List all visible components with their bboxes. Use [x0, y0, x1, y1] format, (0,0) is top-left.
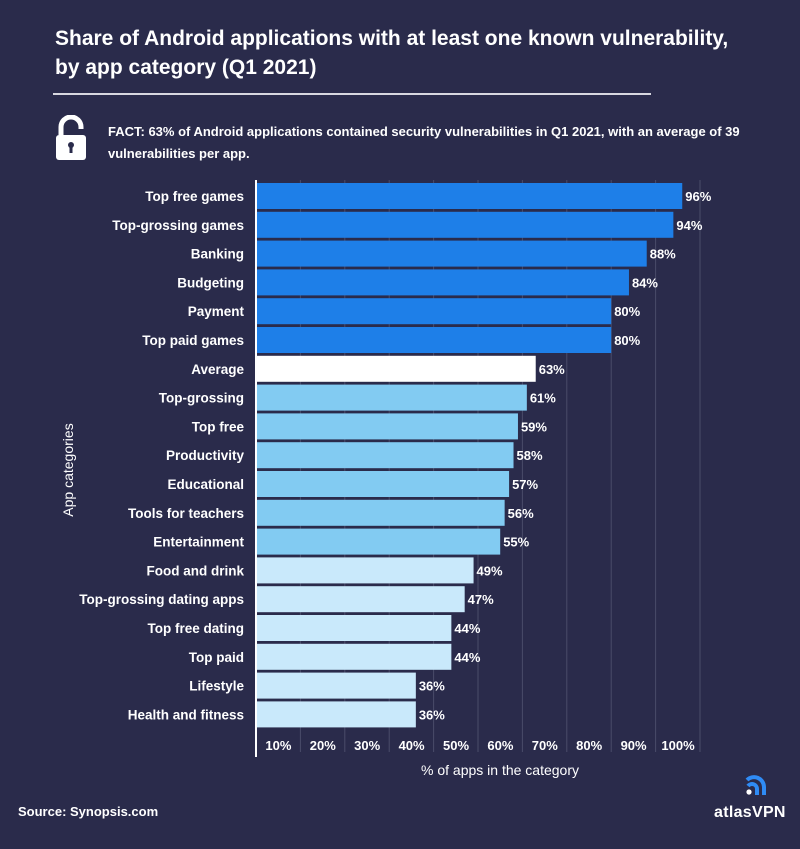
category-label: Tools for teachers — [128, 506, 244, 521]
bar — [256, 672, 416, 699]
bar — [256, 327, 612, 353]
category-label: Educational — [167, 477, 244, 492]
x-tick-label: 20% — [310, 738, 336, 753]
value-label: 49% — [477, 563, 503, 578]
x-tick-label: 60% — [487, 738, 513, 753]
x-tick-label: 80% — [576, 738, 602, 753]
category-label: Payment — [188, 304, 245, 319]
category-label: Food and drink — [147, 563, 245, 578]
category-label: Top free — [192, 419, 245, 434]
x-axis-label: % of apps in the category — [421, 762, 579, 778]
source-text: Source: Synopsis.com — [18, 804, 159, 819]
category-label: Top paid games — [142, 333, 244, 348]
x-tick-label: 100% — [661, 738, 695, 753]
category-label: Top-grossing games — [112, 218, 244, 233]
x-tick-label: 70% — [532, 738, 558, 753]
x-tick-label: 40% — [399, 738, 425, 753]
value-label: 80% — [614, 304, 640, 319]
bar — [256, 269, 629, 296]
bar — [256, 240, 647, 267]
fact-text: FACT: 63% of Android applications contai… — [108, 124, 740, 161]
bar — [256, 615, 452, 641]
value-label: 47% — [468, 592, 494, 607]
value-label: 58% — [517, 448, 543, 463]
category-label: Entertainment — [153, 535, 244, 550]
value-label: 44% — [454, 650, 480, 665]
category-label: Top paid — [189, 650, 244, 665]
value-label: 61% — [530, 391, 556, 406]
bar — [256, 499, 505, 526]
bar — [256, 701, 416, 728]
value-label: 94% — [676, 218, 702, 233]
x-tick-label: 30% — [354, 738, 380, 753]
bar — [256, 643, 452, 670]
title-divider — [53, 93, 651, 95]
category-label: Productivity — [166, 448, 245, 463]
category-label: Budgeting — [177, 275, 244, 290]
x-tick-label: 50% — [443, 738, 469, 753]
bar — [256, 442, 514, 469]
bar — [256, 471, 510, 497]
atlasvpn-signal-logo-icon — [745, 775, 766, 795]
value-labels: 96%94%88%84%80%80%63%61%59%58%57%56%55%4… — [419, 189, 712, 722]
bar — [256, 413, 518, 440]
value-label: 36% — [419, 679, 445, 694]
bar — [256, 183, 683, 209]
value-label: 55% — [503, 535, 529, 550]
x-tick-label: 10% — [265, 738, 291, 753]
value-label: 84% — [632, 275, 658, 290]
unlocked-padlock-icon — [56, 115, 86, 160]
bars — [256, 183, 683, 728]
chart-title-line1: Share of Android applications with at le… — [55, 27, 729, 50]
category-label: Health and fitness — [128, 707, 244, 722]
category-label: Average — [191, 362, 244, 377]
value-label: 36% — [419, 707, 445, 722]
bar — [256, 355, 536, 382]
bar — [256, 586, 465, 613]
chart-title-line2: by app category (Q1 2021) — [55, 56, 317, 79]
value-label: 56% — [508, 506, 534, 521]
value-label: 80% — [614, 333, 640, 348]
value-label: 88% — [650, 247, 676, 262]
bar — [256, 557, 474, 584]
x-tick-label: 90% — [621, 738, 647, 753]
bar — [256, 211, 674, 238]
bar — [256, 528, 501, 555]
bar — [256, 298, 612, 325]
category-labels: Top free games Top-grossing games Banking B… — [79, 189, 244, 722]
bar — [256, 384, 527, 411]
value-label: 96% — [685, 189, 711, 204]
category-label: Banking — [191, 247, 244, 262]
category-label: Top-grossing — [159, 391, 244, 406]
value-label: 57% — [512, 477, 538, 492]
category-label: Top-grossing dating apps — [79, 592, 244, 607]
y-axis-label: App categories — [60, 423, 76, 516]
x-tick-labels: 10% 20% 30% 40% 50% 60% 70% 80% 90% 100% — [265, 738, 695, 753]
category-label: Lifestyle — [189, 679, 244, 694]
category-label: Top free games — [145, 189, 244, 204]
brand-name: atlasVPN — [714, 804, 786, 821]
value-label: 59% — [521, 419, 547, 434]
value-label: 44% — [454, 621, 480, 636]
chart-title: Share of Android applications with at le… — [55, 24, 775, 82]
category-label: Top free dating — [148, 621, 245, 636]
value-label: 63% — [539, 362, 565, 377]
